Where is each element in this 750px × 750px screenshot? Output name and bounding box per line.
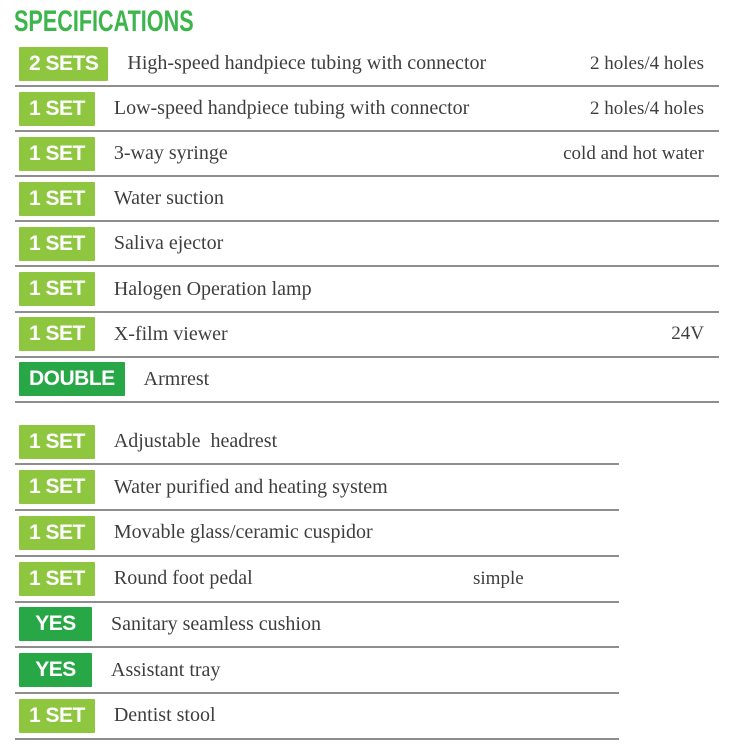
spec-row: 1 SET Saliva ejector (15, 222, 719, 268)
quantity-badge: 1 SET (19, 424, 95, 459)
item-label: Low-speed handpiece tubing with connecto… (113, 97, 470, 120)
quantity-badge: YES (19, 607, 92, 642)
item-label: Movable glass/ceramic cuspidor (113, 521, 373, 544)
spec-table: 2 SETS High-speed handpiece tubing with c… (15, 42, 750, 740)
spec-row: 1 SET Water purified and heating system (15, 465, 619, 512)
item-label: High-speed handpiece tubing with connect… (127, 52, 487, 75)
quantity-badge: YES (19, 653, 92, 688)
page-title: SPECIFICATIONS (14, 5, 194, 38)
quantity-badge: 1 SET (19, 91, 95, 126)
item-label: 3-way syringe (113, 142, 228, 165)
quantity-badge: 1 SET (19, 226, 95, 261)
item-label: Round foot pedal (113, 567, 253, 590)
quantity-badge: 1 SET (19, 136, 95, 171)
item-note: 2 holes/4 holes (590, 52, 704, 74)
item-note: simple (473, 567, 524, 589)
item-label: Assistant tray (111, 658, 221, 681)
quantity-badge: 1 SET (19, 470, 95, 505)
item-label: Water purified and heating system (113, 475, 388, 498)
spec-row: 1 SET Water suction (15, 177, 719, 223)
spec-row: YES Sanitary seamless cushion (15, 603, 619, 649)
quantity-badge: 2 SETS (19, 46, 109, 81)
spec-row: 1 SET Adjustable headrest (15, 420, 619, 466)
spec-row: 1 SET Movable glass/ceramic cuspidor (15, 511, 619, 557)
item-label: Saliva ejector (113, 232, 224, 255)
spec-row: 1 SET Low-speed handpiece tubing with con… (15, 87, 719, 133)
quantity-badge: 1 SET (19, 561, 95, 596)
spec-row: 2 SETS High-speed handpiece tubing with c… (15, 42, 719, 88)
item-label: Water suction (113, 187, 224, 210)
item-label: Adjustable headrest (113, 430, 278, 453)
quantity-badge: DOUBLE (19, 362, 125, 397)
item-note: 24V (671, 323, 704, 345)
spec-row: YES Assistant tray (15, 648, 619, 694)
quantity-badge: 1 SET (19, 698, 95, 733)
quantity-badge: 1 SET (19, 515, 95, 550)
spec-row: 1 SET 3-way syringe cold and hot water (15, 132, 719, 178)
quantity-badge: 1 SET (19, 272, 95, 307)
item-label: Sanitary seamless cushion (111, 612, 321, 635)
spec-section-2: 1 SET Adjustable headrest 1 SET Water purif… (15, 420, 750, 740)
item-label: Halogen Operation lamp (113, 277, 312, 300)
spec-section-1: 2 SETS High-speed handpiece tubing with c… (15, 42, 750, 403)
item-note: cold and hot water (563, 142, 704, 164)
item-label: Dentist stool (113, 704, 216, 727)
quantity-badge: 1 SET (19, 181, 95, 216)
spec-row: DOUBLE Armrest (15, 358, 719, 403)
spec-row: 1 SET Round foot pedal simple (15, 557, 619, 603)
quantity-badge: 1 SET (19, 317, 95, 352)
spec-row: 1 SET Halogen Operation lamp (15, 267, 719, 313)
item-label: Armrest (143, 367, 210, 390)
item-note: 2 holes/4 holes (590, 97, 704, 119)
spec-row: 1 SET X-film viewer 24V (15, 313, 719, 358)
spec-row: 1 SET Dentist stool (15, 694, 619, 740)
item-label: X-film viewer (113, 322, 228, 345)
